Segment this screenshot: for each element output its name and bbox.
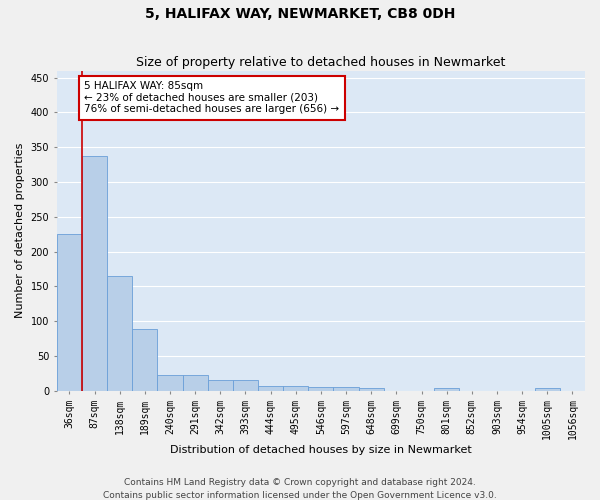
- Bar: [157, 376, 182, 390]
- Bar: [132, 330, 157, 390]
- Bar: [283, 386, 308, 390]
- Text: Contains HM Land Registry data © Crown copyright and database right 2024.
Contai: Contains HM Land Registry data © Crown c…: [103, 478, 497, 500]
- Title: Size of property relative to detached houses in Newmarket: Size of property relative to detached ho…: [136, 56, 506, 70]
- Bar: [308, 387, 334, 390]
- Bar: [258, 386, 283, 390]
- Bar: [208, 380, 233, 390]
- X-axis label: Distribution of detached houses by size in Newmarket: Distribution of detached houses by size …: [170, 445, 472, 455]
- Text: 5, HALIFAX WAY, NEWMARKET, CB8 0DH: 5, HALIFAX WAY, NEWMARKET, CB8 0DH: [145, 8, 455, 22]
- Bar: [233, 380, 258, 390]
- Bar: [334, 387, 359, 390]
- Bar: [359, 388, 384, 390]
- Bar: [434, 388, 459, 390]
- Bar: [535, 388, 560, 390]
- Text: 5 HALIFAX WAY: 85sqm
← 23% of detached houses are smaller (203)
76% of semi-deta: 5 HALIFAX WAY: 85sqm ← 23% of detached h…: [85, 81, 340, 114]
- Bar: [107, 276, 132, 390]
- Bar: [57, 234, 82, 390]
- Bar: [82, 156, 107, 390]
- Bar: [182, 376, 208, 390]
- Y-axis label: Number of detached properties: Number of detached properties: [15, 143, 25, 318]
